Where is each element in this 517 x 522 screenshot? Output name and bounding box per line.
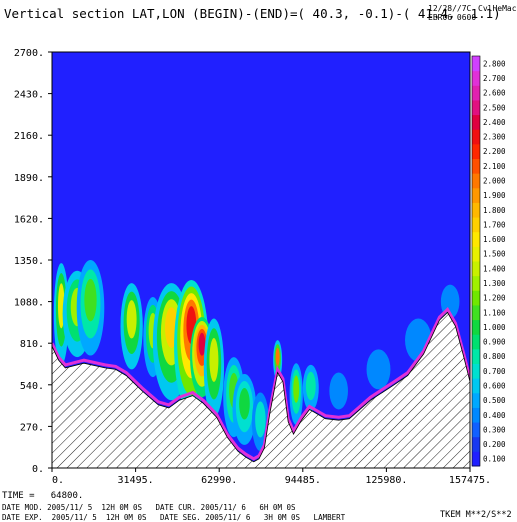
- tke-contour-13-2: [293, 375, 300, 403]
- colorbar-label: 2.500: [483, 103, 506, 112]
- colorbar-label: 0.500: [483, 396, 506, 405]
- x-tick-label: 157475.: [449, 475, 491, 486]
- colorbar-swatch: [472, 348, 480, 364]
- colorbar-swatch: [472, 202, 480, 218]
- colorbar-swatch: [472, 451, 480, 467]
- colorbar-swatch: [472, 319, 480, 335]
- colorbar-swatch: [472, 158, 480, 174]
- tke-contour-7-4: [198, 332, 206, 356]
- tke-contour-10-2: [239, 388, 250, 420]
- colorbar-swatch: [472, 70, 480, 86]
- header-code: 12/28//7C: [428, 4, 472, 13]
- x-tick-label: 31495.: [118, 475, 154, 486]
- colorbar-swatch: [472, 334, 480, 350]
- footer-time: TIME = 64800.: [2, 491, 84, 501]
- x-tick-label: 62990.: [201, 475, 237, 486]
- tke-contour-8-2: [209, 338, 219, 382]
- colorbar-label: 2.600: [483, 89, 506, 98]
- colorbar-label: 2.700: [483, 74, 506, 83]
- colorbar-frame: [471, 55, 481, 467]
- y-tick-label: 2160.: [14, 131, 44, 142]
- y-tick-label: 1080.: [14, 298, 44, 309]
- colorbar-swatch: [472, 304, 480, 321]
- header-model: CvlHeMac: [478, 4, 517, 13]
- colorbar-swatch: [472, 436, 480, 452]
- colorbar-label: 0.600: [483, 381, 506, 390]
- y-tick-label: 1620.: [14, 214, 44, 225]
- colorbar-label: 1.700: [483, 220, 506, 229]
- colorbar-label: 0.200: [483, 440, 506, 449]
- colorbar-label: 1.600: [483, 235, 506, 244]
- colorbar-label: 2.300: [483, 133, 506, 142]
- colorbar-label: 1.400: [483, 264, 506, 273]
- colorbar-swatch: [472, 187, 480, 203]
- colorbar-label: 0.900: [483, 338, 506, 347]
- y-tick-label: 2700.: [14, 48, 44, 59]
- footer-date-line2: DATE EXP. 2005/11/ 5 12H 0M 0S DATE SEG.…: [2, 513, 346, 522]
- colorbar-label: 2.800: [483, 59, 506, 68]
- terrain-orography: [52, 311, 470, 468]
- footer-date-line1: DATE MOD. 2005/11/ 5 12H 0M 0S DATE CUR.…: [2, 503, 296, 512]
- colorbar-swatch: [472, 261, 480, 277]
- colorbar-swatch: [472, 217, 480, 233]
- tke-contour-14-1: [305, 371, 316, 401]
- colorbar-label: 0.100: [483, 455, 506, 464]
- colorbar-label: 2.200: [483, 147, 506, 156]
- colorbar-label: 2.400: [483, 118, 506, 127]
- colorbar-swatch: [472, 378, 480, 394]
- colorbar-label: 1.500: [483, 250, 506, 259]
- colorbar-label: 2.000: [483, 176, 506, 185]
- colorbar-swatch: [472, 56, 480, 72]
- terrain-low-contour: [52, 306, 470, 461]
- colorbar-swatch: [472, 363, 480, 379]
- colorbar-label: 0.400: [483, 411, 506, 420]
- colorbar-swatch: [472, 143, 480, 159]
- colorbar-swatch: [472, 422, 480, 438]
- colorbar-swatch: [472, 407, 480, 423]
- colorbar-swatch: [472, 275, 480, 291]
- colorbar-label: 1.300: [483, 279, 506, 288]
- y-tick-label: 1350.: [14, 256, 44, 267]
- colorbar-swatch: [472, 129, 480, 145]
- colorbar-swatch: [472, 173, 480, 189]
- colorbar-label: 0.800: [483, 352, 506, 361]
- colorbar-swatch: [472, 246, 480, 262]
- y-tick-label: 1890.: [14, 173, 44, 184]
- y-tick-label: 0.: [32, 464, 44, 475]
- colorbar-label: 1.200: [483, 294, 506, 303]
- y-tick-label: 540.: [20, 381, 44, 392]
- colorbar-label: 1.000: [483, 323, 506, 332]
- y-tick-label: 810.: [20, 339, 44, 350]
- tke-contour-2-2: [84, 278, 97, 322]
- colorbar-label: 1.800: [483, 206, 506, 215]
- x-tick-label: 125980.: [365, 475, 407, 486]
- colorbar-swatch: [472, 99, 480, 116]
- colorbar-swatch: [472, 290, 480, 306]
- header-exp: EBR06 0600: [428, 13, 477, 22]
- y-tick-label: 2430.: [14, 90, 44, 101]
- colorbar-label: 1.100: [483, 308, 506, 317]
- tke-contour-16-0: [366, 349, 391, 390]
- x-tick-label: 94485.: [285, 475, 321, 486]
- tke-contour-12-2: [275, 348, 280, 366]
- chart-title: Vertical section LAT,LON (BEGIN)-(END)=(…: [4, 6, 501, 21]
- colorbar-label: 0.300: [483, 425, 506, 434]
- x-tick-label: 0.: [52, 475, 64, 486]
- tke-contour-3-2: [126, 300, 137, 339]
- tke-field: [53, 260, 460, 452]
- tke-contour-11-1: [255, 401, 266, 438]
- tke-contour-15-0: [329, 372, 348, 410]
- footer-field-name: TKEM M**2/S**2: [440, 510, 512, 520]
- colorbar-swatch: [472, 231, 480, 247]
- colorbar-swatch: [472, 114, 480, 130]
- colorbar-label: 1.900: [483, 191, 506, 200]
- colorbar-swatch: [472, 85, 480, 101]
- colorbar-label: 0.700: [483, 367, 506, 376]
- colorbar-swatch: [472, 392, 480, 408]
- colorbar-label: 2.100: [483, 162, 506, 171]
- y-tick-label: 270.: [20, 422, 44, 433]
